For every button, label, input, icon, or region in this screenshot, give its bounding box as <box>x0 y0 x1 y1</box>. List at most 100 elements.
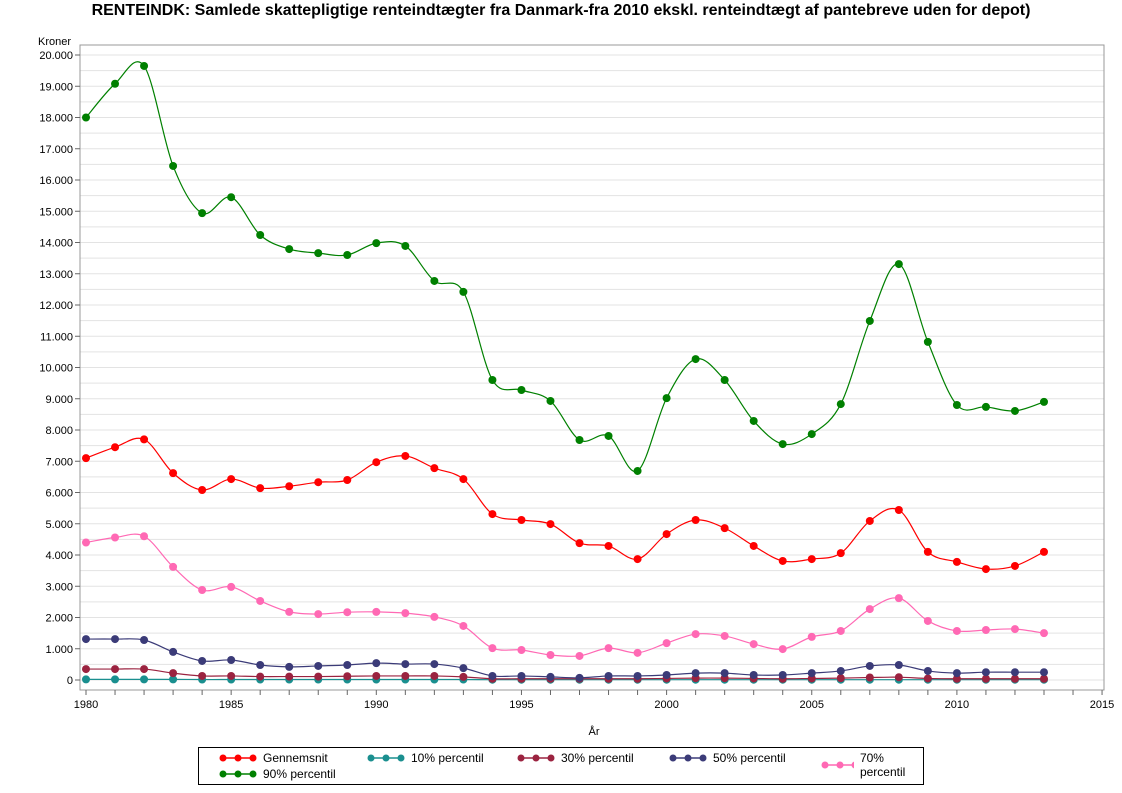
legend-marker-icon <box>219 770 257 778</box>
data-point <box>1010 625 1019 634</box>
data-point <box>807 430 816 439</box>
x-tick-label: 1985 <box>219 699 243 711</box>
data-point <box>401 660 410 669</box>
data-point <box>778 556 787 565</box>
data-point <box>227 656 236 664</box>
x-tick-label: 2000 <box>654 699 678 711</box>
data-point <box>923 337 932 346</box>
data-point <box>430 671 439 680</box>
y-tick-label: 2.000 <box>45 613 73 625</box>
series-line <box>85 533 1045 658</box>
data-point <box>140 665 149 674</box>
data-point <box>430 612 439 621</box>
series-30-percentil <box>82 665 1048 683</box>
data-point <box>459 672 468 681</box>
legend-label: Gennemsnit <box>263 751 328 765</box>
data-point <box>372 239 381 248</box>
data-point <box>140 636 149 644</box>
data-point <box>82 538 90 547</box>
data-point <box>198 209 207 218</box>
data-point <box>604 671 613 680</box>
data-point <box>459 664 468 673</box>
data-point <box>836 674 845 683</box>
data-point <box>604 644 613 653</box>
data-point <box>836 400 845 409</box>
data-point <box>517 671 526 680</box>
legend-item: 10% percentil <box>367 751 484 765</box>
legend-marker-icon <box>219 754 257 762</box>
data-point <box>865 661 874 670</box>
data-point <box>778 671 787 679</box>
data-point <box>836 549 845 558</box>
data-point <box>314 672 323 681</box>
data-point <box>111 635 120 644</box>
data-point <box>546 672 555 681</box>
data-point <box>952 626 961 635</box>
data-point <box>662 394 671 403</box>
data-point <box>401 451 410 460</box>
data-point <box>285 662 294 671</box>
series-10-percentil <box>82 675 1048 684</box>
data-point <box>981 626 990 634</box>
data-point <box>401 671 410 680</box>
series-90-percentil <box>82 61 1048 475</box>
data-point <box>459 621 468 630</box>
data-point <box>140 61 149 70</box>
data-point <box>227 193 236 202</box>
data-point <box>82 675 90 684</box>
data-point <box>314 478 323 487</box>
data-point <box>314 610 323 619</box>
data-point <box>604 541 613 550</box>
data-point <box>575 673 584 682</box>
series-line <box>85 638 1044 679</box>
data-point <box>894 506 903 514</box>
data-point <box>633 555 642 564</box>
data-point <box>923 616 932 625</box>
y-tick-label: 12.000 <box>39 300 73 312</box>
data-point <box>372 607 381 616</box>
data-point <box>662 671 671 679</box>
y-tick-label: 7.000 <box>45 456 73 468</box>
data-point <box>111 533 120 542</box>
y-tick-label: 4.000 <box>45 550 73 562</box>
data-point <box>865 516 874 525</box>
y-tick-label: 20.000 <box>39 50 73 62</box>
data-point <box>517 646 526 654</box>
data-point <box>227 671 236 680</box>
legend-marker-icon <box>821 761 854 769</box>
data-point <box>285 607 294 616</box>
y-tick-label: 18.000 <box>39 113 73 125</box>
legend-label: 50% percentil <box>713 751 786 765</box>
data-point <box>778 645 787 654</box>
data-point <box>401 609 410 618</box>
data-point <box>1039 668 1048 677</box>
data-point <box>343 251 352 259</box>
data-point <box>1039 547 1048 556</box>
data-point <box>720 376 729 384</box>
data-point <box>952 674 961 683</box>
data-point <box>720 669 729 678</box>
legend-label: 30% percentil <box>561 751 634 765</box>
legend-item: 90% percentil <box>219 767 336 781</box>
data-point <box>488 644 497 653</box>
data-point <box>691 669 700 678</box>
data-point <box>285 672 294 681</box>
data-point <box>82 665 90 674</box>
chart-title: RENTEINDK: Samlede skattepligtige rentei… <box>91 2 1031 19</box>
data-point <box>894 661 903 669</box>
x-tick-label: 1995 <box>509 699 533 711</box>
data-point <box>923 666 932 675</box>
data-point <box>865 316 874 325</box>
y-tick-label: 0 <box>67 675 73 687</box>
data-point <box>575 651 584 660</box>
data-point <box>807 632 816 641</box>
data-point <box>169 647 178 656</box>
data-point <box>488 510 497 519</box>
data-point <box>111 675 120 684</box>
data-point <box>198 486 207 494</box>
data-point <box>227 582 236 591</box>
data-point <box>198 656 207 665</box>
data-point <box>923 674 932 683</box>
data-point <box>256 661 265 669</box>
data-point <box>169 562 178 571</box>
